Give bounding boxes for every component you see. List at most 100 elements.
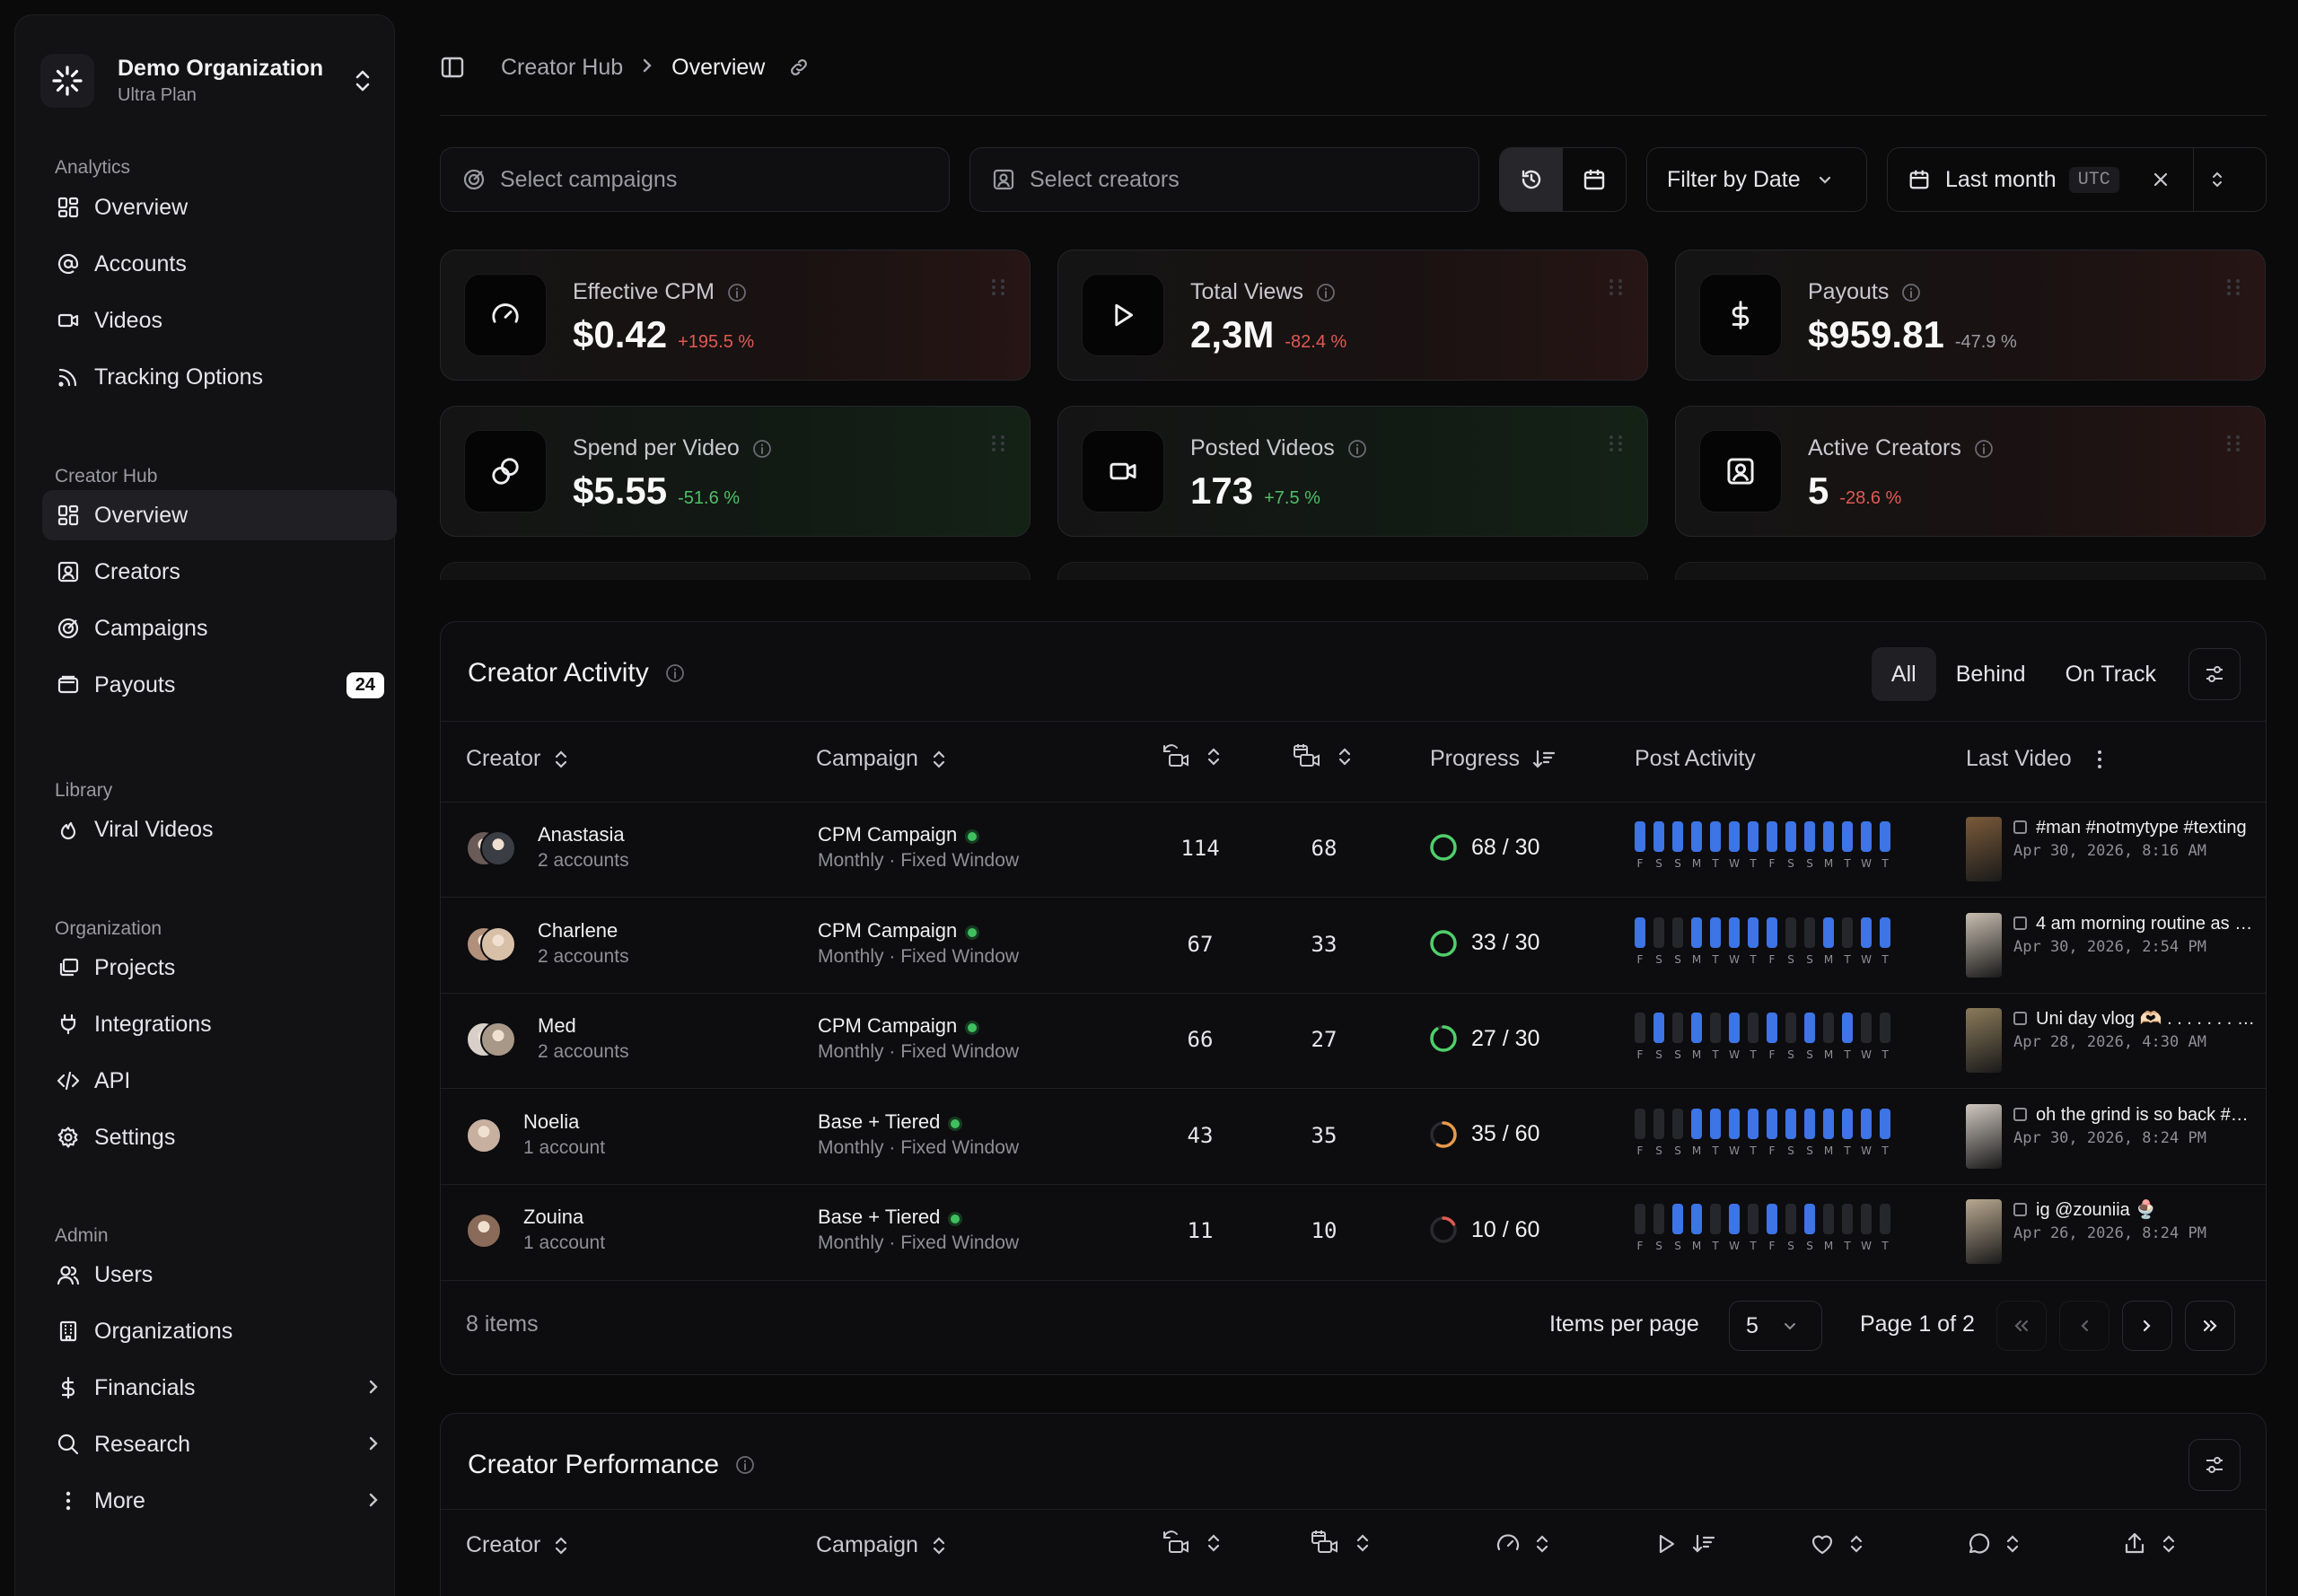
chevrons-updown-icon[interactable] bbox=[2210, 169, 2224, 190]
settings-sliders-icon[interactable] bbox=[2188, 648, 2241, 700]
column-shares[interactable] bbox=[2121, 1530, 2177, 1557]
card-peek bbox=[440, 562, 1031, 580]
info-icon[interactable] bbox=[752, 439, 772, 459]
history-icon[interactable] bbox=[1500, 148, 1563, 211]
info-icon[interactable] bbox=[1901, 283, 1921, 303]
drag-handle-icon[interactable] bbox=[1606, 277, 1626, 302]
sidebar-item-settings[interactable]: Settings bbox=[42, 1112, 397, 1162]
table-row[interactable]: Charlene 2 accounts CPM Campaign Monthly ·… bbox=[441, 898, 2266, 994]
tab-behind[interactable]: Behind bbox=[1955, 661, 2026, 687]
creator-name[interactable]: Med bbox=[538, 1014, 576, 1038]
sidebar-item-overview[interactable]: Overview bbox=[42, 182, 397, 232]
activity-bar bbox=[1635, 1013, 1645, 1044]
last-video[interactable]: #man #notmytype #texting Apr 30, 2026, 8:… bbox=[2013, 816, 2256, 860]
sidebar-item-research[interactable]: Research bbox=[42, 1419, 397, 1469]
column-cpm[interactable] bbox=[1495, 1530, 1550, 1557]
column-total-videos[interactable] bbox=[1161, 742, 1222, 771]
creators-select[interactable]: Select creators bbox=[969, 147, 1479, 212]
date-range-picker[interactable]: Last month UTC bbox=[1887, 147, 2267, 212]
breadcrumb-parent[interactable]: Creator Hub bbox=[501, 54, 624, 80]
video-thumbnail[interactable] bbox=[1966, 817, 2002, 881]
video-thumbnail[interactable] bbox=[1966, 1008, 2002, 1074]
sidebar-item-videos[interactable]: Videos bbox=[42, 295, 397, 346]
column-comments[interactable] bbox=[1965, 1530, 2021, 1557]
column-period-videos[interactable] bbox=[1310, 1529, 1371, 1557]
column-creator[interactable]: Creator bbox=[466, 746, 569, 772]
creator-name[interactable]: Noelia bbox=[523, 1109, 580, 1133]
sidebar-toggle-icon[interactable] bbox=[440, 55, 465, 80]
activity-bar bbox=[1653, 1013, 1664, 1044]
calendar-icon[interactable] bbox=[1563, 148, 1626, 211]
video-thumbnail[interactable] bbox=[1966, 1199, 2002, 1265]
link-icon[interactable] bbox=[788, 57, 810, 78]
sidebar-item-tracking-options[interactable]: Tracking Options bbox=[42, 352, 397, 402]
column-creator[interactable]: Creator bbox=[466, 1532, 569, 1558]
sidebar-item-integrations[interactable]: Integrations bbox=[42, 999, 397, 1049]
sidebar-item-financials[interactable]: Financials bbox=[42, 1363, 397, 1413]
sidebar-item-api[interactable]: API bbox=[42, 1056, 397, 1106]
video-thumbnail[interactable] bbox=[1966, 912, 2002, 978]
drag-handle-icon[interactable] bbox=[988, 277, 1008, 302]
sidebar-item-organizations[interactable]: Organizations bbox=[42, 1306, 397, 1356]
column-total-videos[interactable] bbox=[1161, 1529, 1222, 1557]
activity-bar bbox=[1861, 916, 1872, 948]
table-row[interactable]: Noelia 1 account Base + Tiered Monthly · F… bbox=[441, 1089, 2266, 1185]
sidebar-item-more[interactable]: More bbox=[42, 1476, 397, 1526]
first-page-icon[interactable] bbox=[1996, 1301, 2047, 1351]
creator-name[interactable]: Zouina bbox=[523, 1206, 584, 1229]
more-vertical-icon[interactable] bbox=[2097, 749, 2102, 770]
column-campaign[interactable]: Campaign bbox=[816, 746, 947, 772]
sidebar-item-overview[interactable]: Overview bbox=[42, 490, 397, 540]
campaigns-select[interactable]: Select campaigns bbox=[440, 147, 950, 212]
sidebar-item-accounts[interactable]: Accounts bbox=[42, 239, 397, 289]
column-views[interactable] bbox=[1653, 1530, 1715, 1557]
column-period-videos[interactable] bbox=[1292, 742, 1353, 771]
filter-by-date-dropdown[interactable]: Filter by Date bbox=[1646, 147, 1867, 212]
info-icon[interactable] bbox=[1974, 439, 1994, 459]
drag-handle-icon[interactable] bbox=[2223, 277, 2243, 302]
info-icon[interactable] bbox=[1347, 439, 1367, 459]
table-row[interactable]: Med 2 accounts CPM Campaign Monthly · Fixe… bbox=[441, 993, 2266, 1090]
sidebar-item-users[interactable]: Users bbox=[42, 1250, 397, 1300]
sidebar-item-projects[interactable]: Projects bbox=[42, 943, 397, 993]
info-icon[interactable] bbox=[1316, 283, 1336, 303]
chevrons-updown-icon bbox=[355, 70, 370, 92]
metric-value-text: 2,3M bbox=[1190, 313, 1275, 355]
tab-all[interactable]: All bbox=[1871, 647, 1936, 701]
gauge-icon bbox=[464, 274, 547, 356]
column-likes[interactable] bbox=[1809, 1530, 1864, 1557]
table-row[interactable]: Anastasia 2 accounts CPM Campaign Monthly … bbox=[441, 802, 2266, 898]
last-video[interactable]: oh the grind is so back #studytok #study… bbox=[2013, 1103, 2256, 1147]
info-icon[interactable] bbox=[735, 1455, 755, 1475]
column-last-video[interactable]: Last Video bbox=[1966, 746, 2102, 772]
sidebar-item-payouts[interactable]: Payouts 24 bbox=[42, 660, 397, 710]
creator-name[interactable]: Anastasia bbox=[538, 823, 625, 846]
drag-handle-icon[interactable] bbox=[1606, 434, 1626, 458]
sidebar-item-campaigns[interactable]: Campaigns bbox=[42, 603, 397, 653]
day-label: S bbox=[1674, 1240, 1681, 1253]
drag-handle-icon[interactable] bbox=[2223, 434, 2243, 458]
column-progress[interactable]: Progress bbox=[1430, 746, 1556, 772]
creator-name[interactable]: Charlene bbox=[538, 918, 618, 942]
info-icon[interactable] bbox=[727, 283, 747, 303]
info-icon[interactable] bbox=[665, 663, 685, 683]
video-thumbnail[interactable] bbox=[1966, 1103, 2002, 1169]
column-campaign[interactable]: Campaign bbox=[816, 1532, 947, 1558]
activity-bar bbox=[1823, 821, 1834, 852]
last-page-icon[interactable] bbox=[2185, 1301, 2235, 1351]
prev-page-icon[interactable] bbox=[2059, 1301, 2109, 1351]
table-row[interactable]: Zouina 1 account Base + Tiered Monthly · F… bbox=[441, 1184, 2266, 1279]
last-video[interactable]: Uni day vlog 🫶🏻 . . . . . . . . . studen… bbox=[2013, 1007, 2256, 1051]
sidebar-item-viral-videos[interactable]: Viral Videos bbox=[42, 804, 397, 855]
tab-on-track[interactable]: On Track bbox=[2065, 661, 2156, 687]
last-video[interactable]: 4 am morning routine as a corporate girl… bbox=[2013, 912, 2256, 956]
clear-icon[interactable] bbox=[2152, 171, 2170, 189]
sidebar-item-creators[interactable]: Creators bbox=[42, 547, 397, 597]
settings-sliders-icon[interactable] bbox=[2188, 1439, 2241, 1491]
org-switcher[interactable]: Demo Organization Ultra Plan bbox=[40, 39, 382, 123]
drag-handle-icon[interactable] bbox=[988, 434, 1008, 458]
next-page-icon[interactable] bbox=[2122, 1301, 2172, 1351]
last-video[interactable]: ig @zouniia 🍨 Apr 26, 2026, 8:24 PM bbox=[2013, 1198, 2256, 1242]
sidebar-item-label: Users bbox=[94, 1261, 153, 1287]
items-per-page-select[interactable]: 5 bbox=[1729, 1301, 1822, 1351]
